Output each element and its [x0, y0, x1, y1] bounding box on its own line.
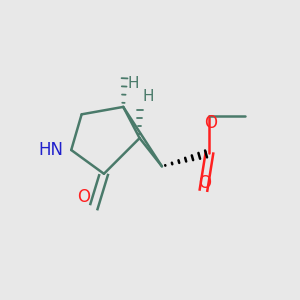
Text: O: O: [78, 188, 91, 206]
Text: H: H: [142, 89, 154, 104]
Text: HN: HN: [39, 141, 64, 159]
Text: O: O: [204, 114, 218, 132]
Text: H: H: [128, 76, 139, 91]
Text: O: O: [199, 174, 212, 192]
